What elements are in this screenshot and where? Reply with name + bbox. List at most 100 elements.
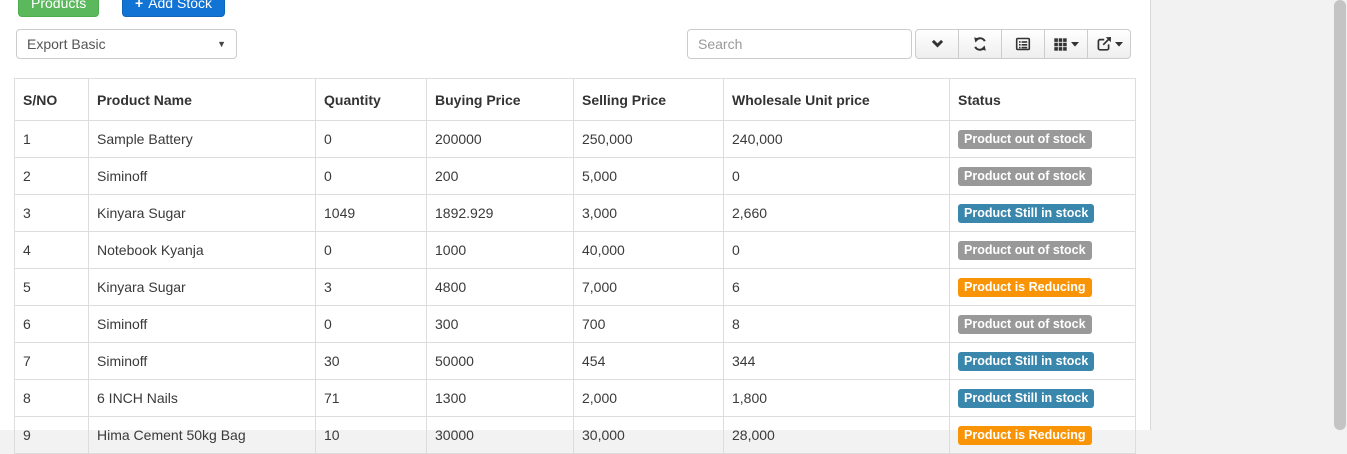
cell-quantity: 0 xyxy=(315,157,427,195)
cell-name: Kinyara Sugar xyxy=(88,268,316,306)
column-header: Buying Price xyxy=(426,78,574,121)
column-header: Selling Price xyxy=(573,78,724,121)
cell-selling-price: 250,000 xyxy=(573,120,724,158)
table-row: 7 Siminoff 30 50000 454 344 Product Still in s… xyxy=(14,342,1136,380)
cell-wholesale-price: 0 xyxy=(723,231,950,269)
status-badge: Product Still in stock xyxy=(958,388,1095,408)
refresh-button[interactable] xyxy=(958,29,1002,59)
cell-sno: 4 xyxy=(14,231,89,269)
cell-buying-price: 30000 xyxy=(426,416,574,454)
cell-name: Siminoff xyxy=(88,305,316,343)
scrollbar-thumb[interactable] xyxy=(1334,0,1346,430)
cell-name: Siminoff xyxy=(88,157,316,195)
search-input[interactable] xyxy=(687,29,912,59)
columns-button[interactable] xyxy=(1044,29,1088,59)
add-stock-button[interactable]: + Add Stock xyxy=(122,0,226,17)
columns-grid-icon xyxy=(1054,37,1067,51)
cell-quantity: 10 xyxy=(315,416,427,454)
cell-status: Product out of stock xyxy=(949,120,1136,158)
status-badge: Product out of stock xyxy=(958,129,1092,149)
cell-name: Notebook Kyanja xyxy=(88,231,316,269)
status-badge: Product out of stock xyxy=(958,166,1092,186)
cell-buying-price: 300 xyxy=(426,305,574,343)
table-row: 4 Notebook Kyanja 0 1000 40,000 0 Product out … xyxy=(14,231,1136,269)
products-table: S/NO Product Name Quantity Buying Price Sell… xyxy=(14,78,1136,454)
table-body: 1 Sample Battery 0 200000 250,000 240,000 Prod… xyxy=(14,120,1136,454)
cell-sno: 5 xyxy=(14,268,89,306)
table-row: 2 Siminoff 0 200 5,000 0 Product out of stock xyxy=(14,157,1136,195)
table-row: 9 Hima Cement 50kg Bag 10 30000 30,000 28,000… xyxy=(14,416,1136,454)
cell-buying-price: 4800 xyxy=(426,268,574,306)
plus-icon: + xyxy=(135,0,144,11)
cell-quantity: 71 xyxy=(315,379,427,417)
add-stock-label: Add Stock xyxy=(148,0,213,11)
cell-status: Product out of stock xyxy=(949,305,1136,343)
table-toolbar-button-group xyxy=(915,29,1131,59)
cell-quantity: 3 xyxy=(315,268,427,306)
caret-down-icon xyxy=(1071,41,1079,47)
cell-wholesale-price: 6 xyxy=(723,268,950,306)
cell-selling-price: 2,000 xyxy=(573,379,724,417)
cell-status: Product Still in stock xyxy=(949,194,1136,232)
cell-buying-price: 1000 xyxy=(426,231,574,269)
cell-quantity: 0 xyxy=(315,231,427,269)
cell-selling-price: 5,000 xyxy=(573,157,724,195)
cell-buying-price: 200 xyxy=(426,157,574,195)
cell-wholesale-price: 28,000 xyxy=(723,416,950,454)
table-row: 6 Siminoff 0 300 700 8 Product out of stock xyxy=(14,305,1136,343)
status-badge: Product out of stock xyxy=(958,240,1092,260)
table-header-row: S/NO Product Name Quantity Buying Price Sell… xyxy=(14,78,1136,121)
cell-status: Product out of stock xyxy=(949,231,1136,269)
table-row: 1 Sample Battery 0 200000 250,000 240,000 Prod… xyxy=(14,120,1136,158)
cell-status: Product out of stock xyxy=(949,157,1136,195)
column-header: Wholesale Unit price xyxy=(723,78,950,121)
export-type-select[interactable]: Export Basic ▼ xyxy=(16,29,237,59)
status-badge: Product out of stock xyxy=(958,314,1092,334)
cell-sno: 6 xyxy=(14,305,89,343)
cell-quantity: 0 xyxy=(315,305,427,343)
cell-status: Product Still in stock xyxy=(949,342,1136,380)
export-button[interactable] xyxy=(1087,29,1131,59)
chevron-down-icon xyxy=(931,39,943,47)
toggle-pagination-button[interactable] xyxy=(915,29,959,59)
cell-quantity: 30 xyxy=(315,342,427,380)
status-badge: Product is Reducing xyxy=(958,425,1092,445)
toggle-detail-view-button[interactable] xyxy=(1001,29,1045,59)
cell-sno: 3 xyxy=(14,194,89,232)
cell-selling-price: 3,000 xyxy=(573,194,724,232)
cell-wholesale-price: 2,660 xyxy=(723,194,950,232)
cell-quantity: 0 xyxy=(315,120,427,158)
table-row: 3 Kinyara Sugar 1049 1892.929 3,000 2,660 Prod… xyxy=(14,194,1136,232)
cell-status: Product is Reducing xyxy=(949,268,1136,306)
cell-buying-price: 1300 xyxy=(426,379,574,417)
cell-selling-price: 7,000 xyxy=(573,268,724,306)
export-type-selected-value: Export Basic xyxy=(27,36,106,52)
status-badge: Product Still in stock xyxy=(958,351,1095,371)
cell-sno: 1 xyxy=(14,120,89,158)
cell-sno: 2 xyxy=(14,157,89,195)
status-badge: Product is Reducing xyxy=(958,277,1092,297)
cell-wholesale-price: 0 xyxy=(723,157,950,195)
cell-name: Sample Battery xyxy=(88,120,316,158)
column-header: Quantity xyxy=(315,78,427,121)
caret-down-icon xyxy=(1114,41,1123,47)
content-panel: Products + Add Stock Export Basic ▼ xyxy=(0,0,1151,454)
cell-wholesale-price: 344 xyxy=(723,342,950,380)
refresh-icon xyxy=(974,37,986,51)
cell-wholesale-price: 240,000 xyxy=(723,120,950,158)
cell-sno: 8 xyxy=(14,379,89,417)
products-button[interactable]: Products xyxy=(18,0,100,17)
cell-selling-price: 700 xyxy=(573,305,724,343)
column-header: Status xyxy=(949,78,1136,121)
cell-sno: 9 xyxy=(14,416,89,454)
cell-name: Hima Cement 50kg Bag xyxy=(88,416,316,454)
cell-sno: 7 xyxy=(14,342,89,380)
cell-name: Kinyara Sugar xyxy=(88,194,316,232)
vertical-scrollbar[interactable] xyxy=(1333,0,1347,430)
cell-buying-price: 50000 xyxy=(426,342,574,380)
status-badge: Product Still in stock xyxy=(958,203,1095,223)
column-header: Product Name xyxy=(88,78,316,121)
cell-quantity: 1049 xyxy=(315,194,427,232)
cell-name: 6 INCH Nails xyxy=(88,379,316,417)
